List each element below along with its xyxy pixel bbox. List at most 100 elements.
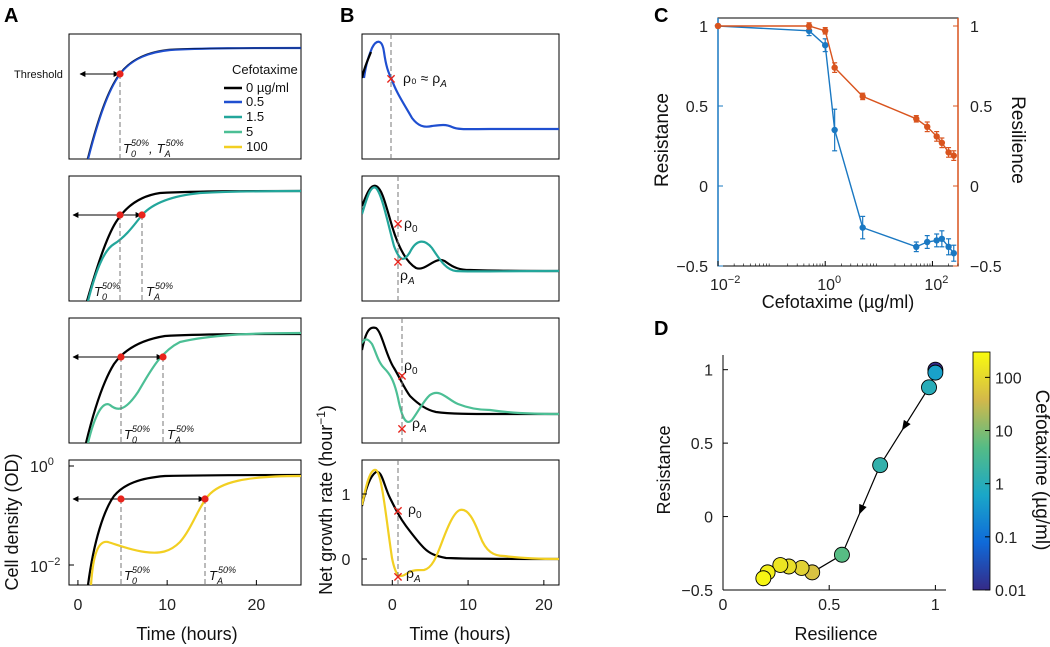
d-points-group	[755, 361, 944, 587]
panel-d: 10.50−0.5 0 0.5 1 Resistance Resilience 10…	[654, 351, 1050, 644]
c-right-tick-label: 0	[970, 179, 979, 196]
c-point-resistance	[933, 237, 940, 244]
d-xtick-label: 0	[719, 597, 728, 614]
legend-title: Cefotaxime	[232, 62, 298, 77]
a-xtick-label: 0	[73, 597, 82, 614]
b-xtick-label: 20	[535, 597, 553, 614]
b-ylabel: Net growth rate (hour−1)	[314, 405, 336, 595]
t0-label-a3: T050%	[124, 424, 150, 445]
d-ytick-label: 0	[704, 510, 713, 527]
curve-b1-0.5	[362, 40, 559, 131]
ta-label-a4: TA50%	[209, 565, 236, 586]
panel-a4-frame	[68, 459, 302, 586]
rho0-marker-b2: ✕	[392, 216, 404, 232]
rhoA-marker-b3: ✕	[396, 421, 408, 437]
curve-a4-0	[86, 473, 301, 585]
panel-a1-frame	[68, 33, 302, 160]
rhoA-label-b3: ρA	[412, 415, 427, 435]
c-left-axis: 1 0.5 0 −0.5	[676, 18, 723, 276]
c-right-axis: 1 0.5 0 −0.5	[953, 18, 1002, 276]
c-point-resistance	[938, 235, 946, 242]
b-xtick-group: 0 10 20	[388, 580, 553, 614]
legend-entry-0.5: 0.5	[246, 94, 264, 109]
d-ytick-label: −0.5	[681, 583, 713, 600]
c-xlabel: Cefotaxime (µg/ml)	[762, 292, 914, 312]
b-xtick-label: 10	[459, 597, 477, 614]
d-xlabel: Resilience	[794, 624, 877, 644]
c-point-resistance	[913, 243, 920, 250]
rho-approx-label: ρ₀ ≈ ρA	[403, 70, 447, 90]
c-point-resilience	[950, 152, 957, 159]
d-point	[927, 364, 944, 381]
d-point	[755, 570, 772, 587]
colorbar-tick-label: 1	[995, 477, 1004, 494]
c-point-resilience	[933, 133, 940, 140]
curve-b3-5	[362, 338, 559, 423]
legend: Cefotaxime 0 µg/ml 0.5 1.5 5 100	[224, 62, 298, 154]
panel-b3-frame	[361, 317, 560, 444]
c-point-resistance	[822, 42, 829, 49]
colorbar-tick-label: 0.1	[995, 530, 1017, 547]
c-point-resilience	[714, 22, 722, 30]
b-ytick-1: 1	[342, 487, 351, 504]
c-left-tick-label: 0	[699, 179, 708, 196]
panel-b4-frame	[361, 459, 560, 586]
rho0-label-b4: ρ0	[408, 501, 422, 521]
d-ytick-label: 1	[704, 363, 713, 380]
c-point-resilience	[938, 139, 946, 146]
colorbar-label: Cefotaxime (µg/ml)	[1031, 390, 1050, 551]
c-xtick-label: 102	[924, 274, 948, 294]
panel-label-b: B	[340, 5, 354, 27]
c-right-tick-label: −0.5	[970, 259, 1002, 276]
a-xtick-label: 10	[158, 597, 176, 614]
rho0-marker-b3: ✕	[396, 368, 408, 384]
curve-b3-0	[362, 326, 559, 416]
c-xtick-label: 100	[817, 274, 841, 294]
threshold-dot-a1	[116, 70, 124, 78]
colorbar	[972, 351, 991, 591]
c-left-tick-label: 1	[699, 19, 708, 36]
a-ylabel: Cell density (OD)	[2, 453, 22, 590]
threshold-dot-a2-t0	[116, 211, 124, 219]
c-point-resilience	[805, 22, 813, 30]
rhoA-marker-b4: ✕	[392, 569, 404, 585]
panel-a2-frame	[68, 175, 302, 302]
threshold-dot-a2-ta	[138, 211, 146, 219]
rho0-marker-b4: ✕	[392, 503, 404, 519]
rhoA-marker-b2: ✕	[392, 254, 404, 270]
c-point-resilience	[913, 115, 920, 123]
curve-b4-0	[362, 470, 559, 561]
ta-label-a3: TA50%	[167, 424, 194, 445]
curve-b2-0	[362, 184, 559, 273]
panel-b2-frame	[361, 175, 560, 302]
c-point-resistance	[950, 250, 957, 257]
c-point-resilience	[859, 93, 866, 100]
c-right-tick-label: 1	[970, 19, 979, 36]
curve-b2-1.5	[362, 186, 559, 273]
rhoA-label-b4: ρA	[406, 565, 421, 585]
c-point-resilience	[945, 149, 952, 156]
panel-label-d: D	[654, 318, 668, 340]
panel-label-a: A	[4, 5, 18, 27]
d-point	[921, 379, 937, 396]
threshold-dot-a4-t0	[117, 495, 125, 503]
panel-a3-frame	[68, 317, 302, 444]
threshold-dot-a3-ta	[159, 353, 167, 361]
panel-c: 1 0.5 0 −0.5 1 0.5 0 −0.5 10−2 100 102 Resistanc…	[652, 17, 1028, 312]
c-point-resistance	[859, 224, 866, 231]
a-xtick-group: 0 10 20	[73, 580, 265, 614]
c-point-resistance	[831, 126, 838, 134]
d-ylabel: Resistance	[654, 425, 674, 514]
d-trajectory	[762, 369, 937, 579]
d-xtick-label: 0.5	[818, 597, 840, 614]
threshold-dot-a4-ta	[201, 495, 209, 503]
panel-a: Threshold T050%, TA50% Cefotaxime 0 µg/ml…	[2, 33, 302, 644]
legend-entry-100: 100	[246, 139, 268, 154]
d-point	[772, 557, 789, 573]
colorbar-axis: 100 10 1 0.1 0.01	[985, 370, 1026, 600]
t0-label-a1: T050%, TA50%	[123, 138, 184, 159]
curve-b1-0	[362, 51, 373, 79]
panel-b1-frame	[361, 33, 560, 160]
panel-label-c: C	[654, 5, 668, 27]
